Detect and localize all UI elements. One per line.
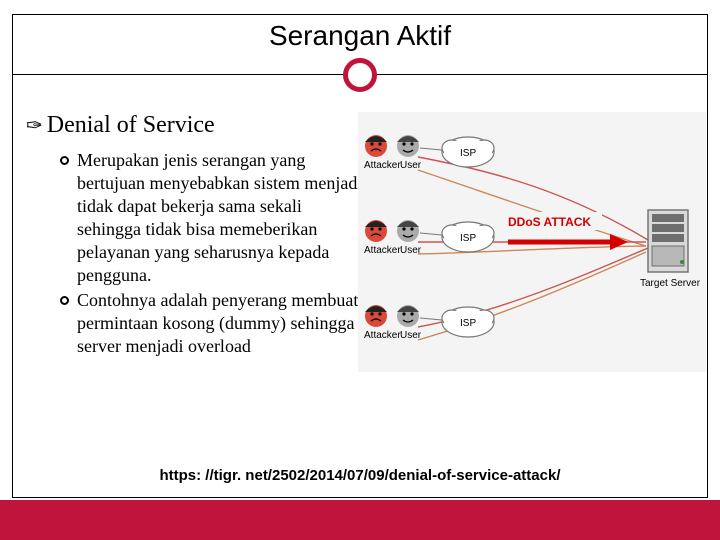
svg-text:Attacker: Attacker xyxy=(364,245,401,256)
slide-title: Serangan Aktif xyxy=(0,20,720,52)
title-circle-icon xyxy=(343,58,377,92)
bullet-list: Merupakan jenis serangan yang bertujuan … xyxy=(60,149,370,358)
bullet-text: Merupakan jenis serangan yang bertujuan … xyxy=(77,149,370,287)
svg-text:User: User xyxy=(400,160,422,171)
svg-text:Attacker: Attacker xyxy=(364,330,401,341)
circle-bullet-icon xyxy=(60,296,69,305)
attacker-group: Attacker User ISP xyxy=(364,135,494,171)
ddos-diagram: DDoS ATTACK Attacker User ISP xyxy=(358,112,706,372)
source-url: https: //tigr. net/2502/2014/07/09/denia… xyxy=(0,467,720,484)
target-server-icon: Target Server xyxy=(640,210,701,289)
attacker-group: Attacker User ISP xyxy=(364,305,494,341)
svg-text:User: User xyxy=(400,245,422,256)
svg-text:ISP: ISP xyxy=(460,318,476,329)
attack-arrow: DDoS ATTACK xyxy=(506,212,628,250)
attack-label: DDoS ATTACK xyxy=(508,215,591,229)
svg-text:Target Server: Target Server xyxy=(640,278,701,289)
list-item: Merupakan jenis serangan yang bertujuan … xyxy=(60,149,370,287)
svg-text:Attacker: Attacker xyxy=(364,160,401,171)
circle-bullet-icon xyxy=(60,156,69,165)
bullet-text: Contohnya adalah penyerang membuat permi… xyxy=(77,289,370,358)
svg-text:ISP: ISP xyxy=(460,233,476,244)
svg-text:User: User xyxy=(400,330,422,341)
svg-text:ISP: ISP xyxy=(460,148,476,159)
attacker-group: Attacker User ISP xyxy=(364,220,494,256)
bottom-accent-bar xyxy=(0,500,720,540)
section-heading: Denial of Service xyxy=(47,112,215,139)
list-item: Contohnya adalah penyerang membuat permi… xyxy=(60,289,370,358)
swirl-bullet-icon: ✑ xyxy=(26,116,43,136)
